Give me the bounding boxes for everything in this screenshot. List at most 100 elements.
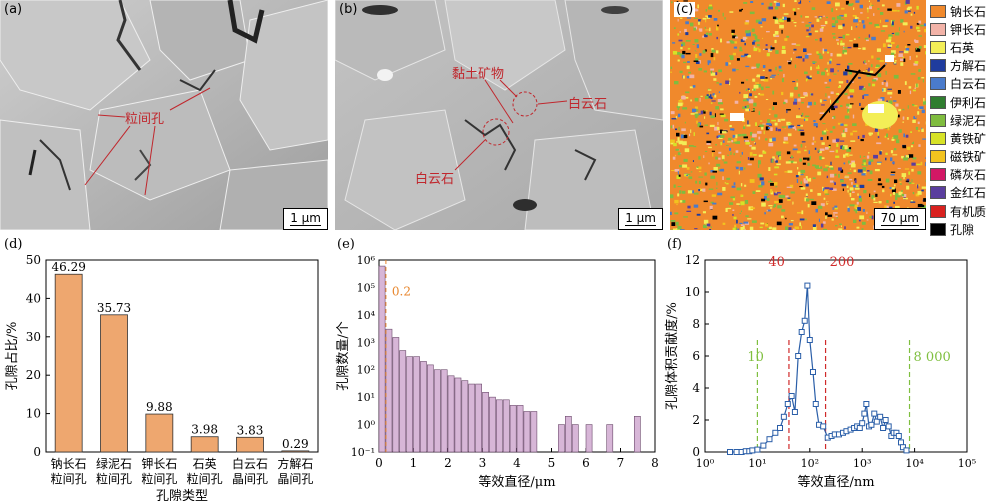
mineral-grain: [693, 192, 699, 195]
mineral-grain: [797, 56, 802, 59]
mineral-grain: [681, 44, 683, 47]
mineral-grain: [786, 109, 788, 114]
mineral-grain: [759, 177, 764, 181]
mineral-grain: [864, 67, 869, 70]
mineral-grain: [814, 165, 819, 169]
mineral-grain: [750, 132, 753, 136]
mineral-grain: [912, 89, 916, 92]
mineral-grain: [878, 178, 881, 181]
mineral-grain: [747, 109, 752, 111]
mineral-grain: [789, 160, 794, 163]
mineral-grain: [868, 161, 872, 165]
mineral-grain: [736, 187, 742, 191]
mineral-grain: [705, 15, 708, 17]
mineral-grain: [694, 17, 698, 19]
mineral-grain: [686, 17, 691, 19]
mineral-grain: [767, 119, 770, 123]
mineral-grain: [879, 151, 882, 155]
mineral-grain: [805, 218, 807, 221]
mineral-grain: [917, 30, 921, 32]
mineral-grain: [844, 226, 846, 230]
legend-swatch: [930, 222, 946, 236]
mineral-grain: [743, 124, 746, 127]
mineral-grain: [877, 98, 883, 102]
mineral-grain: [817, 65, 819, 69]
mineral-grain: [765, 44, 768, 47]
mineral-grain: [866, 211, 868, 214]
mineral-grain: [681, 200, 686, 203]
mineral-grain: [900, 62, 904, 66]
histogram-bar: [468, 383, 476, 453]
mineral-grain: [843, 162, 846, 165]
mineral-grain: [696, 167, 699, 170]
mineral-grain: [827, 51, 829, 54]
mineral-grain: [728, 62, 730, 66]
mineral-grain: [773, 102, 777, 105]
mineral-grain: [717, 99, 723, 103]
mineral-grain: [905, 0, 910, 4]
x-tick-label: 10¹: [748, 457, 766, 470]
mineral-grain: [718, 69, 722, 73]
mineral-grain: [674, 169, 680, 172]
mineral-grain: [817, 53, 822, 56]
mineral-grain: [740, 55, 746, 58]
mineral-grain: [809, 155, 811, 160]
mineral-grain: [864, 168, 866, 171]
mineral-grain: [797, 212, 802, 214]
y-tick-label: 0: [692, 445, 700, 459]
data-point: [766, 436, 773, 443]
mineral-grain: [764, 212, 766, 215]
mineral-grain: [746, 105, 750, 108]
mineral-grain: [746, 98, 751, 102]
mineral-grain: [831, 107, 835, 111]
mineral-grain: [791, 155, 793, 158]
mineral-grain: [841, 225, 842, 228]
mineral-grain: [824, 21, 828, 25]
mineral-grain: [872, 83, 876, 87]
mineral-grain: [823, 130, 827, 133]
mineral-grain: [833, 105, 838, 109]
mineral-grain: [809, 0, 811, 3]
mineral-grain: [774, 17, 778, 21]
annotation-marks-b: [454, 79, 568, 171]
mineral-grain: [703, 219, 709, 224]
mineral-grain: [803, 48, 807, 52]
mineral-grain: [731, 62, 735, 65]
mineral-grain: [725, 62, 729, 66]
mineral-grain: [740, 201, 745, 206]
mineral-grain: [835, 215, 838, 217]
mineral-grain: [766, 31, 770, 33]
mineral-grain: [751, 108, 755, 111]
mineral-grain: [906, 117, 909, 120]
mineral-grain: [917, 184, 919, 189]
mineral-grain: [925, 162, 926, 167]
mineral-grain: [887, 8, 892, 11]
mineral-grain: [770, 207, 773, 209]
mineral-grain: [744, 22, 749, 25]
legend-label: 孔隙: [950, 222, 975, 237]
mineral-grain: [700, 19, 706, 24]
mineral-grain: [710, 96, 713, 100]
mineral-grain: [793, 161, 797, 164]
mineral-grain: [812, 177, 816, 179]
threshold-label: 0.2: [392, 284, 411, 298]
mineral-grain: [683, 216, 688, 218]
mineral-grain: [672, 42, 676, 44]
mineral-grain: [772, 137, 776, 142]
bar: [190, 436, 219, 453]
mineral-grain: [786, 171, 788, 173]
mineral-grain: [809, 75, 812, 78]
mineral-grain: [822, 50, 825, 54]
mineral-grain: [719, 170, 721, 172]
mineral-grain: [826, 1, 831, 4]
bar-value-label: 46.29: [51, 260, 85, 274]
mineral-grain: [880, 97, 885, 101]
mineral-grain: [742, 106, 747, 109]
histogram-bar: [392, 337, 400, 453]
mineral-grain: [752, 66, 757, 69]
mineral-grain: [857, 169, 863, 173]
mineral-grain: [908, 154, 914, 158]
mineral-grain: [876, 64, 880, 67]
mineral-grain: [706, 223, 711, 227]
mineral-grain: [792, 126, 796, 129]
